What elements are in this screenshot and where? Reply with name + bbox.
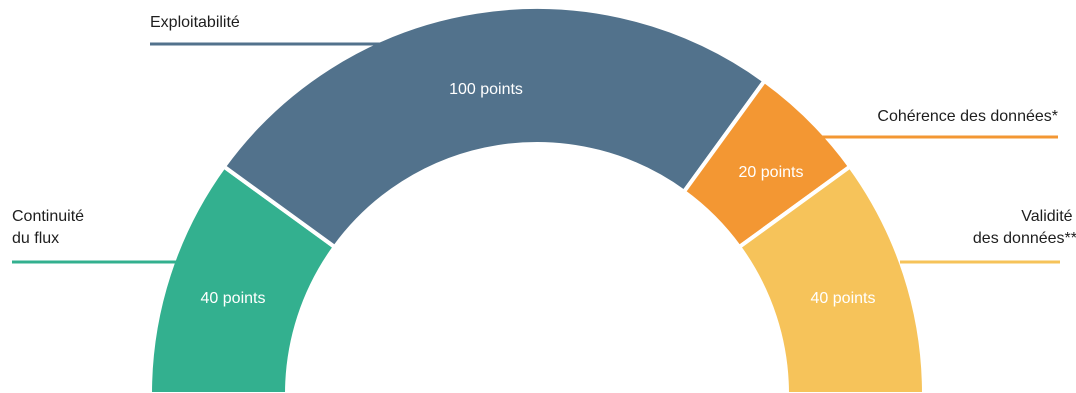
label-exploitabilite-line-1: Exploitabilité xyxy=(150,14,240,31)
value-label-exploitabilite: 100 points xyxy=(449,81,523,98)
label-coherence-des-donnees: Cohérence des données* xyxy=(877,108,1058,125)
label-exploitabilite: Exploitabilité xyxy=(150,14,240,31)
leader-lines xyxy=(12,42,1060,264)
segment-exploitabilite xyxy=(221,5,768,250)
label-continuite-line-1: Continuité xyxy=(12,208,84,225)
label-coherence-line-1: Cohérence des données* xyxy=(877,108,1058,125)
label-continuite-du-flux: Continuité du flux xyxy=(12,208,89,247)
gauge-segments xyxy=(148,5,926,393)
label-validite-line-1: Validité xyxy=(1021,208,1072,225)
value-label-coherence: 20 points xyxy=(739,164,804,181)
label-validite-line-2: des données** xyxy=(973,230,1076,247)
value-label-validite: 40 points xyxy=(811,290,876,307)
label-validite-des-donnees: Validité des données** xyxy=(973,208,1076,247)
segment-validite xyxy=(736,163,926,393)
label-continuite-line-2: du flux xyxy=(12,230,59,247)
value-label-continuite: 40 points xyxy=(201,290,266,307)
